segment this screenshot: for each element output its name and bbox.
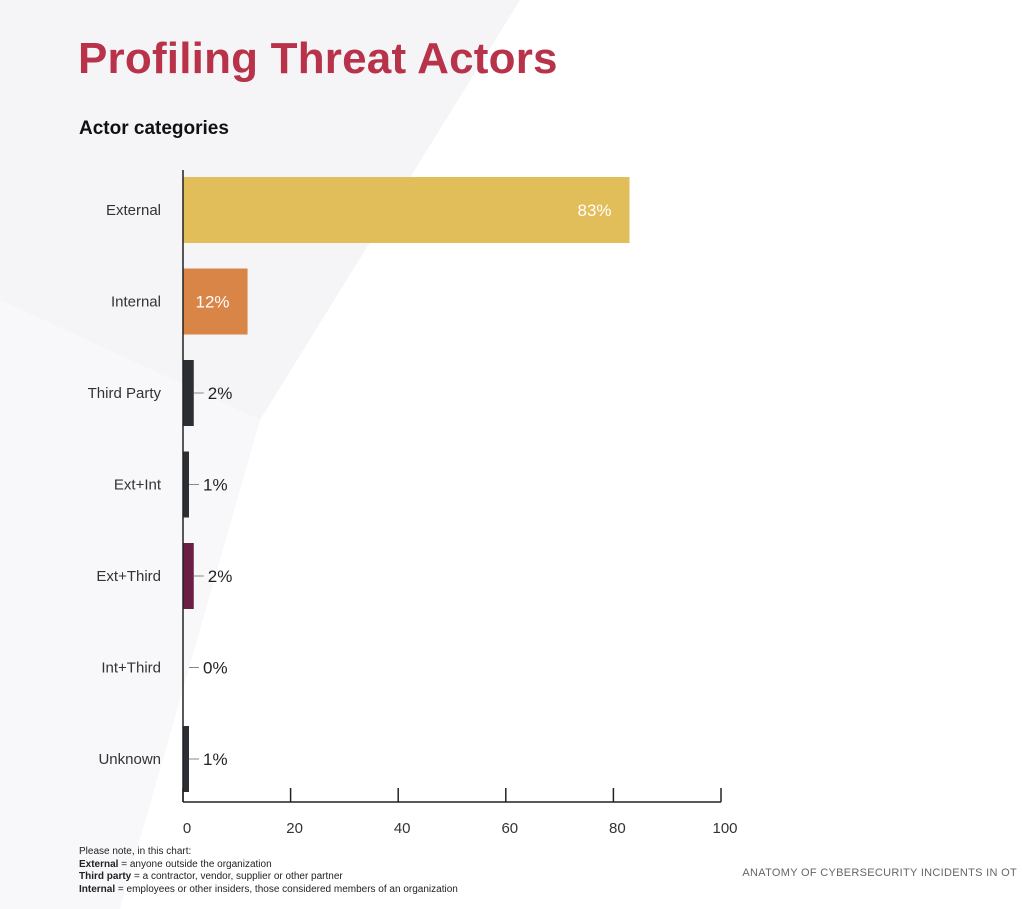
footnote-term: Internal bbox=[79, 883, 116, 895]
x-tick-label: 40 bbox=[394, 820, 411, 837]
category-label: Third Party bbox=[88, 385, 162, 402]
page-title: Profiling Threat Actors bbox=[78, 34, 558, 83]
value-label: 83% bbox=[578, 201, 612, 220]
bar bbox=[183, 726, 189, 792]
x-tick-label: 20 bbox=[286, 820, 303, 837]
x-tick-label: 0 bbox=[183, 820, 191, 837]
chart-footnote: Please note, in this chart: External = a… bbox=[79, 846, 458, 896]
category-label: Unknown bbox=[98, 751, 161, 768]
footnote-definition: = a contractor, vendor, supplier or othe… bbox=[134, 871, 343, 882]
bar bbox=[183, 543, 194, 609]
footnote-term: Third party bbox=[79, 871, 132, 882]
category-label: Internal bbox=[111, 294, 161, 311]
bar bbox=[183, 268, 248, 335]
category-label: External bbox=[106, 202, 161, 219]
footnote-term: External bbox=[79, 858, 119, 870]
value-label: 1% bbox=[203, 476, 228, 495]
value-label: 1% bbox=[203, 750, 228, 769]
footnote-intro: Please note, in this chart: bbox=[79, 846, 192, 857]
category-label: Ext+Int bbox=[114, 477, 162, 494]
category-label: Int+Third bbox=[101, 660, 161, 677]
footnote-definition: = employees or other insiders, those con… bbox=[117, 883, 458, 895]
footnote-internal: Internal = employees or other insiders, … bbox=[79, 884, 458, 897]
bar bbox=[183, 177, 630, 243]
bar bbox=[183, 360, 194, 426]
value-label: 0% bbox=[203, 659, 228, 678]
bar bbox=[183, 451, 189, 518]
x-tick-label: 80 bbox=[609, 820, 626, 837]
value-label: 2% bbox=[208, 567, 233, 586]
value-label: 12% bbox=[196, 293, 230, 312]
footnote-third-party: Third party = a contractor, vendor, supp… bbox=[79, 871, 458, 884]
footnote-definition: = anyone outside the organization bbox=[121, 858, 272, 870]
footnote-external: External = anyone outside the organizati… bbox=[79, 859, 458, 872]
chart-subtitle: Actor categories bbox=[79, 118, 229, 139]
source-label: ANATOMY OF CYBERSECURITY INCIDENTS IN OT bbox=[742, 867, 1017, 879]
x-tick-label: 60 bbox=[501, 820, 518, 837]
value-label: 2% bbox=[208, 384, 233, 403]
x-tick-label: 100 bbox=[712, 820, 737, 837]
category-label: Ext+Third bbox=[96, 568, 161, 585]
